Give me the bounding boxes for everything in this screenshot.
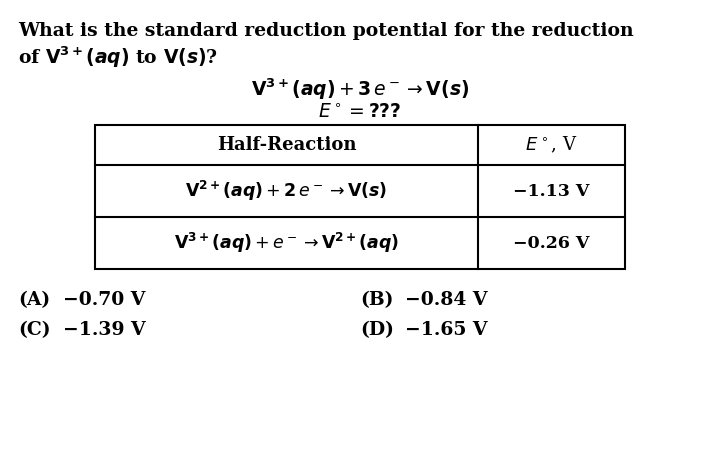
- Text: −0.84 V: −0.84 V: [392, 291, 487, 309]
- Text: (B): (B): [360, 291, 393, 309]
- Text: −0.26 V: −0.26 V: [513, 235, 590, 252]
- Text: What is the standard reduction potential for the reduction: What is the standard reduction potential…: [18, 22, 634, 40]
- Text: −1.39 V: −1.39 V: [50, 321, 145, 339]
- Text: −0.70 V: −0.70 V: [50, 291, 145, 309]
- Text: (D): (D): [360, 321, 394, 339]
- Text: (C): (C): [18, 321, 50, 339]
- Text: $\boldsymbol{E^\circ} = \mathbf{???}$: $\boldsymbol{E^\circ} = \mathbf{???}$: [318, 103, 402, 121]
- Text: $\mathbf{V^{3+}}\boldsymbol{(aq)} + \mathbf{3}\, \boldsymbol{e^-} \rightarrow \m: $\mathbf{V^{3+}}\boldsymbol{(aq)} + \mat…: [251, 77, 469, 102]
- Text: $\mathbf{V^{3+}}\boldsymbol{(aq)} + \boldsymbol{e^-} \rightarrow \mathbf{V^{2+}}: $\mathbf{V^{3+}}\boldsymbol{(aq)} + \bol…: [174, 231, 399, 255]
- Text: of $\mathbf{V^{3+}}\boldsymbol{(aq)}$ to $\mathbf{V}\boldsymbol{(s)}$?: of $\mathbf{V^{3+}}\boldsymbol{(aq)}$ to…: [18, 45, 218, 70]
- Text: −1.65 V: −1.65 V: [392, 321, 487, 339]
- Text: $\boldsymbol{E^\circ}$, V: $\boldsymbol{E^\circ}$, V: [525, 135, 578, 155]
- Text: $\mathbf{V^{2+}}\boldsymbol{(aq)} + \mathbf{2}\, \boldsymbol{e^-} \rightarrow \m: $\mathbf{V^{2+}}\boldsymbol{(aq)} + \mat…: [186, 179, 387, 203]
- Text: (A): (A): [18, 291, 50, 309]
- Bar: [95, 125, 625, 269]
- Text: Half-Reaction: Half-Reaction: [217, 136, 356, 154]
- Text: −1.13 V: −1.13 V: [513, 183, 590, 200]
